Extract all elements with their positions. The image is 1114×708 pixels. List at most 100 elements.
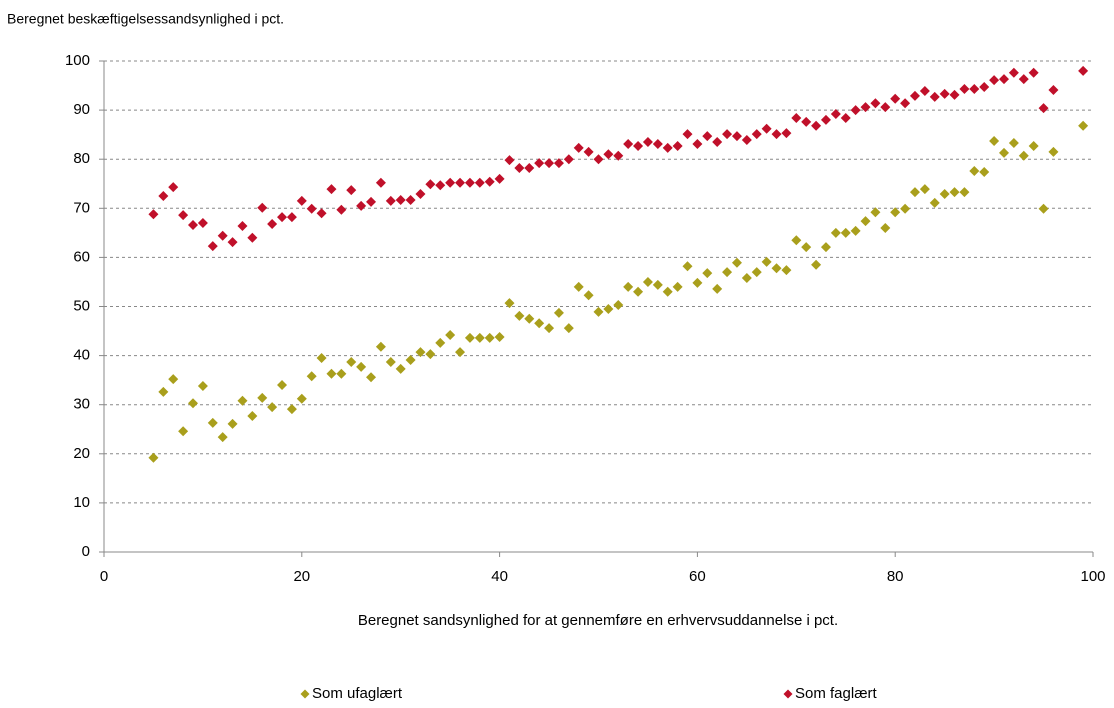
point: [731, 131, 742, 142]
point: [692, 138, 703, 149]
point: [860, 102, 871, 113]
point: [919, 184, 930, 195]
x-axis-label: Beregnet sandsynlighed for at gennemføre…: [358, 612, 838, 629]
point: [781, 128, 792, 139]
point: [573, 142, 584, 153]
x-tick-label: 40: [491, 568, 508, 585]
legend-marker: [300, 689, 310, 699]
point: [148, 452, 159, 463]
point: [939, 189, 950, 200]
point: [494, 331, 505, 342]
point: [642, 137, 653, 148]
point: [900, 98, 911, 109]
point: [791, 235, 802, 246]
point: [909, 90, 920, 101]
point: [741, 135, 752, 146]
point: [524, 313, 535, 324]
point: [969, 165, 980, 176]
point: [880, 222, 891, 233]
point: [356, 361, 367, 372]
point: [702, 268, 713, 279]
point: [573, 281, 584, 292]
point: [504, 298, 515, 309]
point: [217, 230, 228, 241]
point: [445, 177, 456, 188]
point: [840, 227, 851, 238]
point: [435, 180, 446, 191]
point: [385, 356, 396, 367]
point: [227, 418, 238, 429]
point: [346, 185, 357, 196]
y-tick-label: 60: [73, 248, 90, 265]
point: [1018, 150, 1029, 161]
point: [890, 207, 901, 218]
point: [277, 212, 288, 223]
point: [959, 187, 970, 198]
point: [158, 386, 169, 397]
point: [395, 194, 406, 205]
point: [662, 286, 673, 297]
point: [731, 257, 742, 268]
point: [326, 184, 337, 195]
point: [247, 410, 258, 421]
point: [375, 177, 386, 188]
point: [623, 281, 634, 292]
y-tick-label: 70: [73, 199, 90, 216]
point: [761, 123, 772, 134]
point: [524, 163, 535, 174]
point: [998, 74, 1009, 85]
point: [682, 261, 693, 272]
point: [662, 142, 673, 153]
point: [247, 232, 258, 243]
point: [900, 203, 911, 214]
y-tick-label: 50: [73, 297, 90, 314]
point: [168, 374, 179, 385]
point: [346, 356, 357, 367]
point: [1028, 67, 1039, 78]
legend-label: Som ufaglært: [312, 685, 403, 702]
point: [672, 140, 683, 151]
point: [652, 138, 663, 149]
point: [603, 303, 614, 314]
point: [286, 404, 297, 415]
point: [553, 307, 564, 318]
point: [356, 200, 367, 211]
point: [860, 216, 871, 227]
point: [880, 102, 891, 113]
point: [425, 179, 436, 190]
y-tick-label: 30: [73, 396, 90, 413]
chart-title: Beregnet beskæftigelsessandsynlighed i p…: [7, 11, 284, 27]
point: [1038, 203, 1049, 214]
point: [1018, 74, 1029, 85]
point: [267, 402, 278, 413]
point: [603, 149, 614, 160]
point: [455, 347, 466, 358]
point: [811, 259, 822, 270]
point: [939, 88, 950, 99]
point: [514, 163, 525, 174]
point: [484, 176, 495, 187]
point: [366, 372, 377, 383]
y-tick-label: 100: [65, 52, 90, 69]
point: [840, 112, 851, 123]
point: [623, 138, 634, 149]
legend-label: Som faglært: [795, 685, 878, 702]
point: [771, 129, 782, 140]
point: [652, 279, 663, 290]
point: [336, 368, 347, 379]
point: [445, 329, 456, 340]
point: [534, 158, 545, 169]
point: [178, 426, 189, 437]
point: [168, 182, 179, 193]
point: [336, 204, 347, 215]
point: [949, 89, 960, 100]
point: [237, 220, 248, 231]
point: [801, 242, 812, 253]
y-tick-label: 80: [73, 150, 90, 167]
point: [613, 300, 624, 311]
point: [979, 82, 990, 93]
point: [494, 173, 505, 184]
point: [306, 203, 317, 214]
point: [415, 347, 426, 358]
